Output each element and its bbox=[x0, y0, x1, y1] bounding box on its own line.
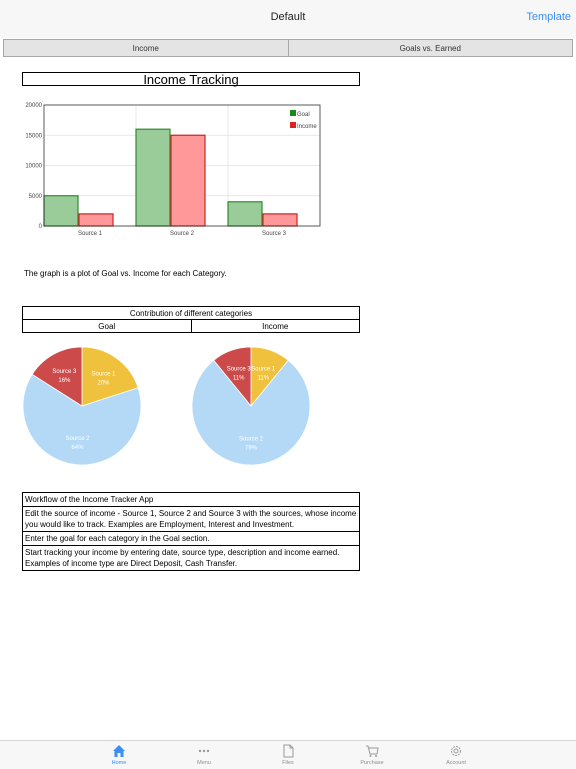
x-tick-label: Source 1 bbox=[78, 231, 103, 237]
home-icon bbox=[113, 745, 125, 757]
pie-slice-percent: 79% bbox=[245, 445, 258, 451]
tab-menu[interactable]: Menu bbox=[174, 744, 234, 766]
pie-slice-label: Source 2 bbox=[239, 436, 264, 442]
tab-home[interactable]: Home bbox=[89, 744, 149, 766]
bar-goal-3 bbox=[227, 201, 263, 227]
legend-swatch bbox=[290, 110, 296, 116]
contribution-title: Contribution of different categories bbox=[22, 306, 360, 320]
y-tick-label: 0 bbox=[39, 224, 43, 230]
template-button[interactable]: Template bbox=[526, 11, 571, 23]
workflow-title: Workflow of the Income Tracker App bbox=[22, 492, 360, 507]
pie-slice-percent: 16% bbox=[58, 378, 71, 384]
y-tick-label: 10000 bbox=[25, 164, 42, 170]
pie-slice-label: Source 3 bbox=[227, 367, 252, 373]
pie-slice-label: Source 1 bbox=[251, 367, 276, 373]
workflow-step: Start tracking your income by entering d… bbox=[22, 545, 360, 571]
goal-column-header: Goal bbox=[22, 319, 192, 333]
pie-slice-percent: 11% bbox=[257, 376, 269, 382]
pie-slice-3 bbox=[31, 346, 83, 407]
workflow-step: Edit the source of income - Source 1, So… bbox=[22, 506, 360, 532]
pie-slice-3 bbox=[213, 346, 252, 408]
bar-goal-1 bbox=[43, 195, 79, 227]
pie-slice-2 bbox=[22, 373, 142, 466]
gear-icon bbox=[451, 746, 461, 756]
navigation-bar: Default Template bbox=[0, 0, 576, 38]
pie-slice-label: Source 1 bbox=[91, 371, 116, 377]
nav-title: Default bbox=[270, 11, 306, 23]
tab-label: Menu bbox=[197, 760, 211, 766]
legend-label: Goal bbox=[297, 112, 310, 118]
chart-title: Income Tracking bbox=[22, 72, 360, 86]
workflow-step: Enter the goal for each category in the … bbox=[22, 531, 360, 546]
y-tick-label: 20000 bbox=[25, 103, 42, 109]
goal-pie-chart: Source 1 20% Source 2 64% Source 3 16% bbox=[22, 346, 142, 466]
pie-slice-label: Source 2 bbox=[66, 436, 91, 442]
tab-label: Home bbox=[111, 760, 127, 766]
bar-income-3 bbox=[262, 213, 298, 227]
tab-label: Files bbox=[282, 760, 294, 766]
contribution-table: Contribution of different categories Goa… bbox=[22, 306, 360, 333]
x-tick-label: Source 3 bbox=[262, 231, 287, 237]
pie-slice-percent: 20% bbox=[97, 380, 110, 386]
bar-goal-2 bbox=[135, 128, 171, 227]
pie-slice-1 bbox=[81, 346, 139, 407]
income-column-header: Income bbox=[190, 319, 360, 333]
tab-label: Purchase bbox=[360, 760, 384, 766]
tab-files[interactable]: Files bbox=[258, 744, 318, 766]
file-icon bbox=[283, 744, 294, 758]
legend-label: Income bbox=[297, 124, 317, 130]
income-pie-chart: Source 1 11% Source 2 79% Source 3 11% bbox=[191, 346, 311, 466]
more-icon bbox=[198, 749, 210, 753]
pie-slice-2 bbox=[191, 359, 311, 466]
pie-slice-label: Source 3 bbox=[52, 369, 77, 375]
pie-slice-percent: 64% bbox=[72, 445, 85, 451]
x-tick-label: Source 2 bbox=[170, 231, 195, 237]
segmented-control: Income Goals vs. Earned bbox=[3, 39, 573, 57]
segment-goals-vs-earned[interactable]: Goals vs. Earned bbox=[288, 39, 573, 57]
y-tick-label: 15000 bbox=[25, 133, 42, 139]
y-tick-label: 5000 bbox=[29, 194, 43, 200]
cart-icon bbox=[366, 745, 379, 757]
bar-income-2 bbox=[170, 134, 206, 227]
legend-swatch bbox=[290, 122, 296, 128]
tab-bar: Home Menu Files Purchase Account bbox=[0, 740, 576, 769]
chart-description: The graph is a plot of Goal vs. Income f… bbox=[24, 269, 227, 278]
segment-income[interactable]: Income bbox=[3, 39, 289, 57]
tab-label: Account bbox=[446, 760, 466, 766]
plot-frame bbox=[43, 104, 321, 227]
pie-slice-percent: 11% bbox=[233, 376, 245, 382]
bar-chart: 0 5000 10000 15000 20000 Source 1 Source 2 Sour… bbox=[25, 103, 321, 237]
bar-income-1 bbox=[78, 213, 114, 227]
workflow-table: Workflow of the Income Tracker App Edit … bbox=[22, 492, 360, 571]
tab-purchase[interactable]: Purchase bbox=[342, 744, 402, 766]
tab-account[interactable]: Account bbox=[426, 744, 486, 766]
